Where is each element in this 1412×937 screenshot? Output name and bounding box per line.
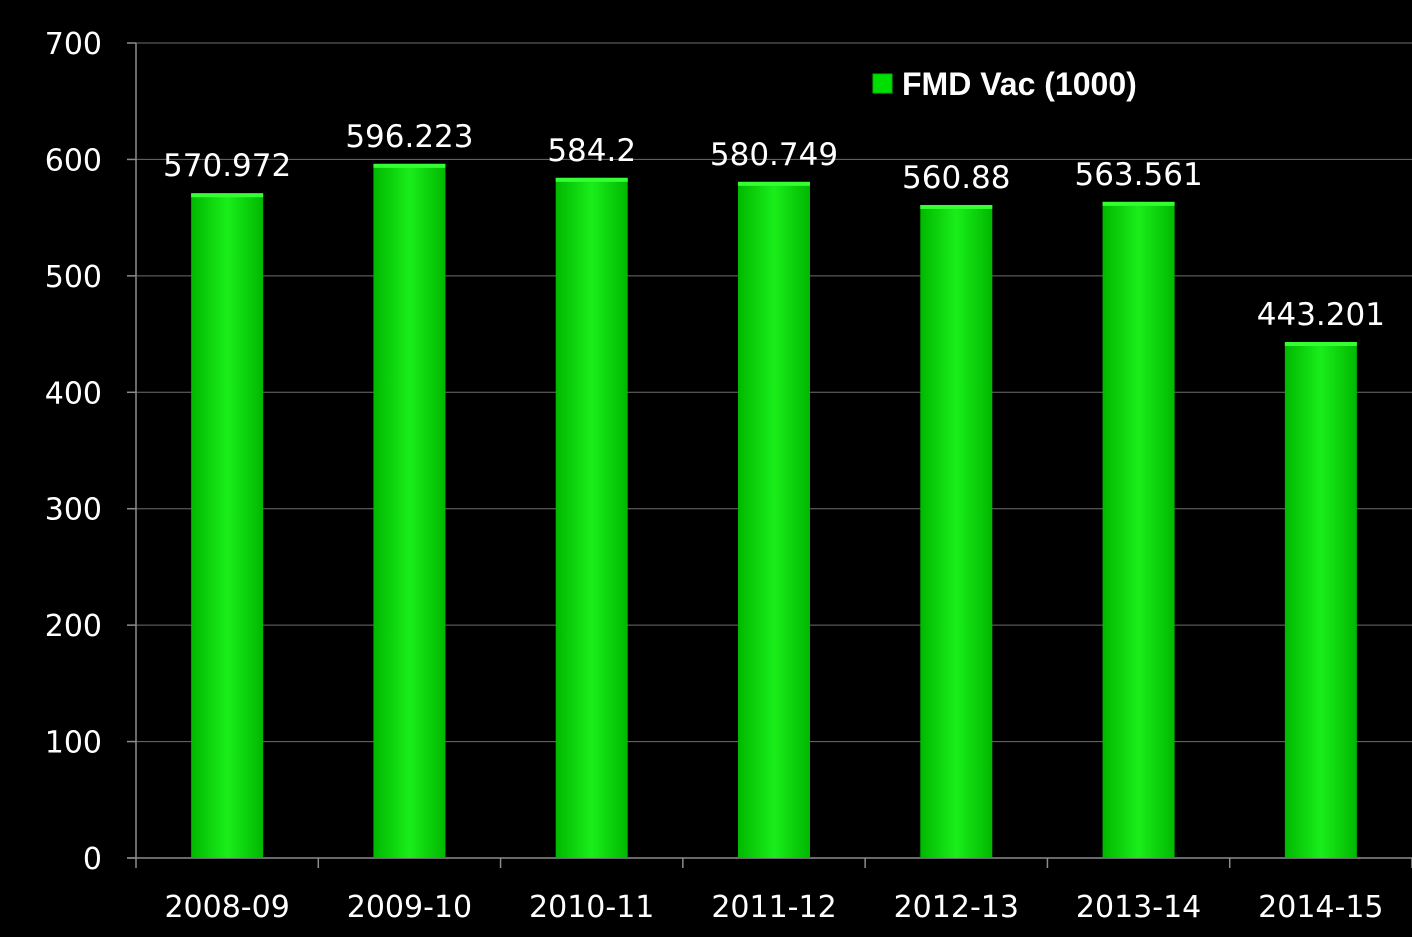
bar-body: [920, 204, 993, 858]
bar-highlight: [373, 163, 446, 168]
data-label: 584.2: [547, 133, 636, 169]
data-label: 443.201: [1257, 297, 1385, 333]
y-tick-label: 600: [45, 143, 102, 178]
y-tick-label: 100: [45, 726, 102, 761]
y-tick-label: 0: [83, 842, 102, 877]
x-tick-label: 2010-11: [529, 890, 654, 925]
legend: FMD Vac (1000): [872, 66, 1137, 102]
bar-body: [738, 181, 810, 859]
bar-highlight: [920, 204, 993, 209]
legend-swatch: [872, 73, 893, 94]
data-label: 563.561: [1074, 157, 1202, 193]
bar: [191, 193, 264, 858]
bar-body: [555, 177, 628, 858]
bar: [920, 204, 993, 858]
y-tick-label: 400: [45, 376, 102, 411]
x-tick-label: 2011-12: [711, 890, 836, 925]
y-tick-label: 700: [45, 27, 102, 62]
bar-body: [1284, 341, 1357, 858]
bars: [191, 163, 1357, 859]
x-tick-label: 2014-15: [1258, 890, 1383, 925]
y-tick-label: 500: [45, 260, 102, 295]
bar-highlight: [555, 177, 628, 182]
y-tick-label: 300: [45, 493, 102, 528]
bar-highlight: [738, 181, 810, 186]
bar: [373, 163, 446, 859]
bar: [738, 181, 810, 859]
bar-body: [1102, 201, 1175, 858]
bar-highlight: [191, 193, 264, 198]
y-axis-tick-labels: 0 100 200 300 400 500 600 700: [45, 27, 102, 877]
bar-highlight: [1284, 341, 1357, 346]
legend-label: FMD Vac (1000): [902, 66, 1137, 102]
bar-body: [373, 163, 446, 859]
x-tick-label: 2008-09: [164, 890, 289, 925]
data-label: 570.972: [163, 148, 291, 184]
bar-highlight: [1102, 201, 1175, 206]
x-tick-label: 2009-10: [347, 890, 472, 925]
x-tick-label: 2012-13: [894, 890, 1019, 925]
data-label: 560.88: [902, 160, 1010, 196]
bar: [1102, 201, 1175, 858]
data-labels: 570.972 596.223 584.2 580.749 560.88 563.561 4…: [163, 119, 1385, 333]
bar-body: [191, 193, 264, 858]
data-label: 596.223: [345, 119, 473, 155]
bar: [555, 177, 628, 858]
bar: [1284, 341, 1357, 858]
data-label: 580.749: [710, 137, 838, 173]
x-tick-label: 2013-14: [1076, 890, 1201, 925]
y-tick-label: 200: [45, 609, 102, 644]
x-axis-tick-labels: 2008-09 2009-10 2010-11 2011-12 2012-13 2013-…: [164, 890, 1383, 925]
